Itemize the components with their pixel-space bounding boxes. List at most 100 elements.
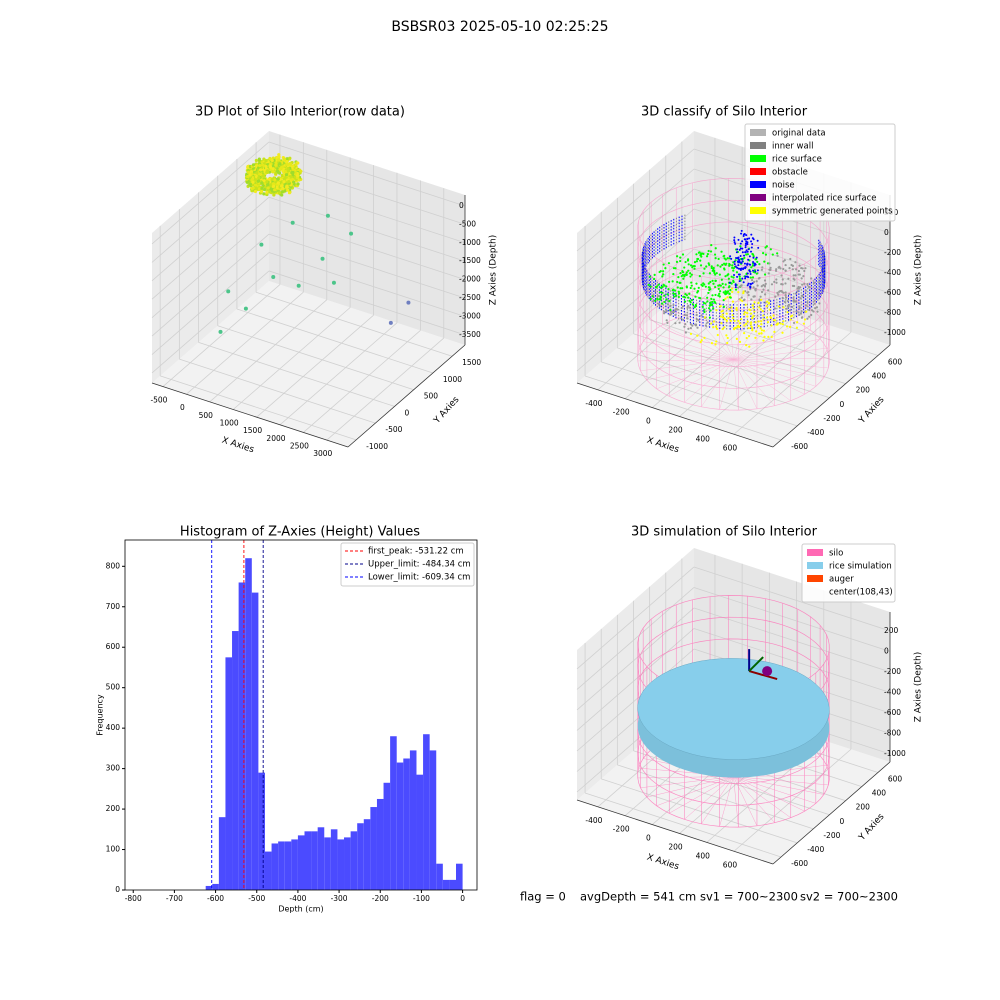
grid-line [617, 764, 814, 830]
silo-spoke [728, 308, 734, 360]
surface-point [707, 286, 710, 289]
y-tick-label: 500 [106, 683, 121, 692]
surface-point [661, 302, 664, 305]
surface-point [709, 250, 713, 253]
surface-point [720, 250, 723, 253]
x-tick-label: 1000 [220, 419, 239, 428]
surface-point [775, 281, 778, 284]
silo-spoke [733, 776, 775, 823]
surface-point [738, 277, 741, 280]
legend-swatch [750, 155, 766, 162]
footer-depth: avgDepth = 541 cm [580, 890, 696, 904]
surface-point [784, 269, 787, 272]
raw-point [290, 177, 295, 181]
surface-point [720, 322, 723, 325]
raw-point [286, 167, 290, 171]
x-tick-label: -400 [585, 399, 602, 408]
y-tick-label: 100 [106, 845, 121, 854]
surface-point [697, 319, 700, 322]
surface-point [770, 316, 773, 320]
z-tick-label: -1000 [884, 749, 906, 758]
surface-point [723, 262, 726, 265]
raw-point [280, 190, 285, 194]
surface-point [798, 264, 801, 267]
noise-point [743, 238, 746, 241]
surface-point [725, 319, 728, 322]
surface-point [812, 281, 816, 284]
silo-spoke [684, 359, 734, 403]
noise-point [734, 265, 737, 268]
surface-point [792, 277, 795, 280]
surface-point [768, 298, 771, 301]
z-tick-label: -500 [459, 219, 476, 228]
surface-point [770, 283, 774, 286]
surface-point [713, 271, 716, 274]
auger-head [762, 666, 773, 677]
footer-flag: flag = 0 [520, 890, 566, 904]
surface-point [745, 322, 748, 326]
surface-point [814, 306, 817, 310]
surface-point [761, 309, 764, 313]
surface-point [696, 334, 699, 337]
raw-point [245, 180, 250, 184]
surface-point [675, 307, 678, 311]
y-tick-label: 0 [839, 817, 844, 826]
surface-point [678, 321, 681, 324]
surface-point [687, 263, 690, 266]
surface-point [758, 306, 761, 309]
z-tick-label: -3000 [459, 312, 481, 321]
surface-point [750, 325, 753, 328]
y-tick-label: 200 [856, 803, 871, 812]
surface-point [794, 292, 798, 295]
bar [363, 819, 371, 890]
raw-point [254, 164, 258, 169]
x-tick-label: -200 [613, 825, 630, 834]
y-tick-label: 1000 [443, 375, 462, 384]
surface-point [698, 251, 701, 254]
surface-point [760, 298, 763, 301]
grid-line [268, 233, 466, 299]
grid-line [160, 375, 357, 441]
surface-point [795, 326, 799, 329]
grid-line [151, 270, 270, 374]
surface-point [712, 307, 715, 310]
noise-point [751, 243, 754, 246]
surface-point [705, 255, 709, 258]
surface-point [679, 256, 682, 259]
surface-point [672, 310, 676, 313]
noise-point [735, 257, 738, 260]
raw-point [270, 158, 274, 163]
noise-point [754, 270, 757, 273]
grid-line [576, 188, 695, 292]
raw-point [264, 165, 268, 169]
surface-point [658, 305, 661, 308]
figure-title: BSBSR03 2025-05-10 02:25:25 [391, 19, 608, 35]
surface-point [707, 282, 710, 285]
silo-spoke [643, 341, 734, 360]
surface-point [804, 267, 807, 270]
surface-point [675, 294, 678, 297]
grid-line [255, 291, 453, 357]
surface-point [683, 266, 686, 269]
surface-point [724, 297, 727, 300]
noise-point [739, 247, 742, 250]
surface-point [806, 282, 809, 286]
surface-point [778, 265, 781, 268]
grid-line [268, 252, 466, 317]
raw-point [257, 158, 262, 162]
surface-point [726, 341, 729, 345]
y-tick-label: -200 [823, 414, 840, 423]
raw-point [282, 180, 286, 184]
bar [304, 831, 312, 890]
bar [344, 837, 351, 890]
legend-label: inner wall [772, 142, 813, 152]
raw-point [245, 174, 250, 179]
surface-point [794, 274, 797, 277]
surface-point [744, 303, 747, 306]
surface-point [724, 283, 727, 286]
noise-point [747, 276, 750, 279]
surface-point [745, 344, 748, 347]
surface-point [689, 301, 692, 304]
grid-line [693, 566, 891, 632]
silo-ring [637, 286, 830, 389]
